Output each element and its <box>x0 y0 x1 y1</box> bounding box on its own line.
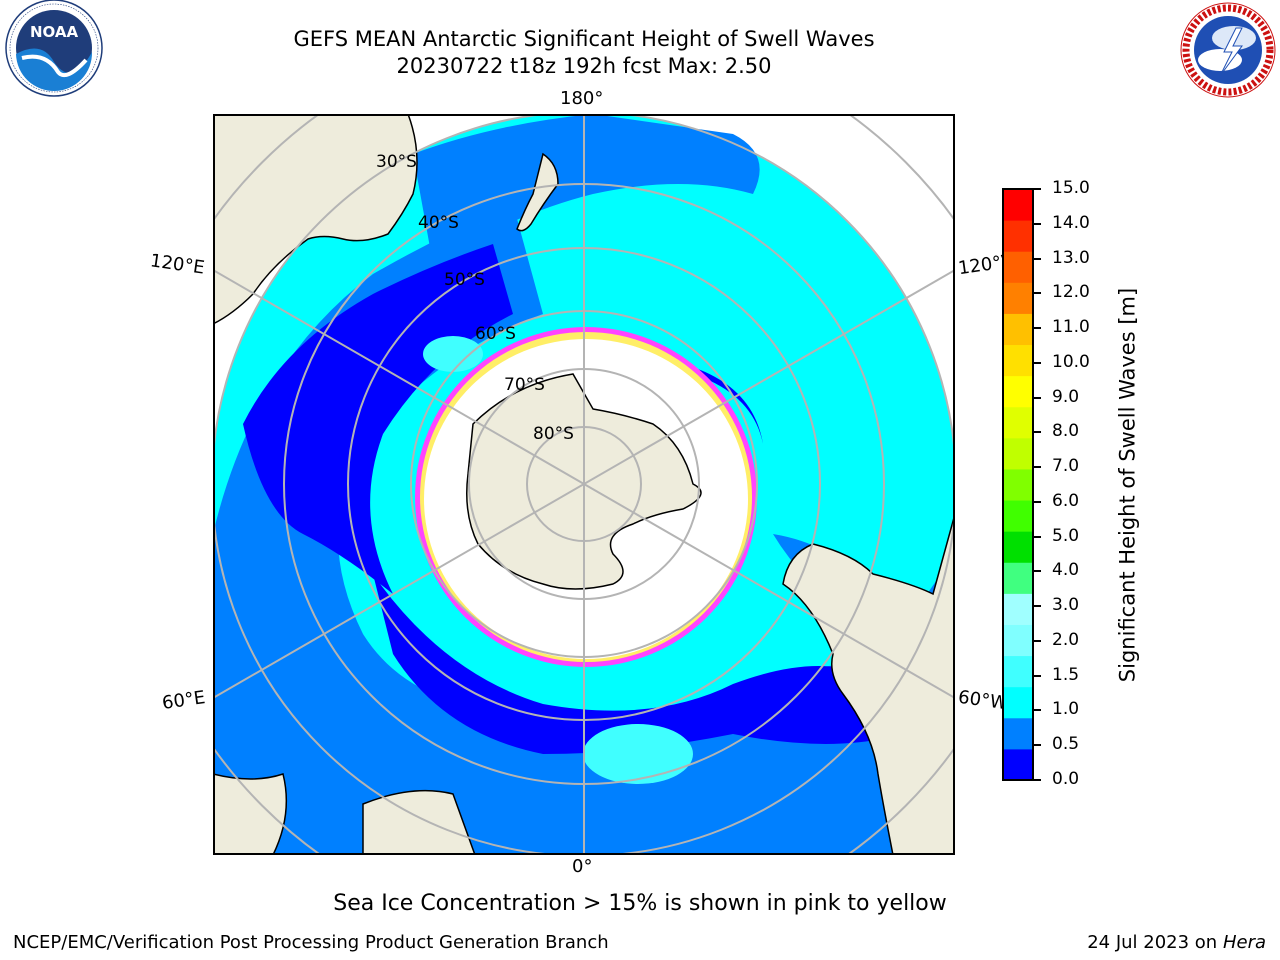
colorbar-tick-label: 7.0 <box>1052 456 1080 477</box>
colorbar-segment <box>1003 562 1033 594</box>
colorbar-border <box>1002 188 1034 781</box>
colorbar-segment <box>1003 468 1033 501</box>
chart-subtitle: 20230722 t18z 192h fcst Max: 2.50 <box>396 54 772 78</box>
map-border <box>213 114 955 855</box>
colorbar-tick-label: 8.0 <box>1052 421 1080 442</box>
colorbar-segment <box>1003 251 1033 283</box>
colorbar-segment <box>1003 686 1033 719</box>
colorbar-segment <box>1003 344 1033 377</box>
longitude-grid <box>213 114 955 855</box>
colorbar-tick-mark <box>1034 639 1041 642</box>
colorbar-tick-mark <box>1034 257 1041 260</box>
colorbar-tick-label: 2.0 <box>1052 629 1080 650</box>
credit-date-text: 24 Jul 2023 on <box>1087 932 1223 953</box>
colorbar-segment <box>1003 375 1033 408</box>
colorbar-tick-label: 3.0 <box>1052 595 1080 616</box>
colorbar-tick-mark <box>1034 570 1041 573</box>
colorbar-tick-label: 1.0 <box>1052 699 1080 720</box>
colorbar-segment <box>1003 717 1033 750</box>
colorbar-tick-label: 12.0 <box>1052 282 1090 303</box>
colorbar-tick-mark <box>1034 222 1041 225</box>
credit-machine: Hera <box>1222 932 1266 953</box>
credit-date: 24 Jul 2023 on Hera <box>1087 932 1266 953</box>
lat-label-60: 60°S <box>475 324 516 344</box>
polar-map <box>213 114 955 855</box>
colorbar-segment <box>1003 748 1033 781</box>
nws-logo <box>1180 2 1276 98</box>
colorbar-tick-mark <box>1034 744 1041 747</box>
colorbar-segment <box>1003 500 1033 532</box>
colorbar <box>1002 188 1034 781</box>
colorbar-tick-label: 13.0 <box>1052 247 1090 268</box>
lon-label-upper-left: 120°E <box>148 250 206 279</box>
colorbar-segment <box>1003 220 1033 252</box>
colorbar-segment <box>1003 406 1033 439</box>
colorbar-tick-mark <box>1034 361 1041 364</box>
colorbar-tick-label: 1.5 <box>1052 664 1080 685</box>
africa-landmass <box>213 773 288 855</box>
noaa-logo-text: NOAA <box>30 23 79 41</box>
colorbar-tick-mark <box>1034 188 1041 190</box>
colorbar-tick-mark <box>1034 431 1041 434</box>
madagascar-landmass <box>362 789 476 855</box>
new-zealand-landmass <box>516 152 559 232</box>
colorbar-tick-mark <box>1034 709 1041 712</box>
colorbar-tick-label: 6.0 <box>1052 490 1080 511</box>
colorbar-tick-label: 10.0 <box>1052 351 1090 372</box>
lon-label-top: 180° <box>560 88 604 109</box>
lat-label-80: 80°S <box>533 424 574 444</box>
colorbar-tick-label: 15.0 <box>1052 178 1090 198</box>
colorbar-tick-mark <box>1034 779 1041 781</box>
colorbar-segment <box>1003 313 1033 346</box>
noaa-logo: NOAA <box>5 0 103 97</box>
colorbar-segment <box>1003 531 1033 563</box>
colorbar-tick-mark <box>1034 605 1041 608</box>
lon-label-bottom: 0° <box>572 856 593 877</box>
colorbar-segment <box>1003 282 1033 314</box>
lon-label-lower-left: 60°E <box>160 687 207 714</box>
lat-label-70: 70°S <box>504 375 545 395</box>
colorbar-segment <box>1003 593 1033 625</box>
colorbar-tick-label: 0.0 <box>1052 769 1080 789</box>
colorbar-segment <box>1003 437 1033 470</box>
colorbar-tick-label: 11.0 <box>1052 317 1090 338</box>
colorbar-segment <box>1003 655 1033 688</box>
lat-label-30: 30°S <box>376 152 417 172</box>
colorbar-tick-mark <box>1034 535 1041 538</box>
lat-label-50: 50°S <box>444 270 485 290</box>
colorbar-segment <box>1003 189 1033 221</box>
colorbar-tick-mark <box>1034 396 1041 399</box>
colorbar-tick-label: 14.0 <box>1052 212 1090 233</box>
colorbar-tick-mark <box>1034 466 1041 469</box>
colorbar-tick-label: 4.0 <box>1052 560 1080 581</box>
colorbar-tick-mark <box>1034 327 1041 330</box>
swell-region-low <box>243 244 513 594</box>
colorbar-tick-label: 0.5 <box>1052 734 1080 755</box>
colorbar-label: Significant Height of Swell Waves [m] <box>1115 287 1140 683</box>
lat-label-40: 40°S <box>418 213 459 233</box>
colorbar-segment <box>1003 624 1033 657</box>
sea-ice-footnote: Sea Ice Concentration > 15% is shown in … <box>333 891 947 916</box>
credit-organization: NCEP/EMC/Verification Post Processing Pr… <box>13 932 609 953</box>
colorbar-tick-mark <box>1034 500 1041 503</box>
south-america-landmass <box>782 513 955 855</box>
colorbar-tick-label: 5.0 <box>1052 525 1080 546</box>
colorbar-tick-mark <box>1034 674 1041 677</box>
colorbar-tick-label: 9.0 <box>1052 386 1080 407</box>
colorbar-tick-mark <box>1034 292 1041 295</box>
chart-title: GEFS MEAN Antarctic Significant Height o… <box>293 27 875 51</box>
